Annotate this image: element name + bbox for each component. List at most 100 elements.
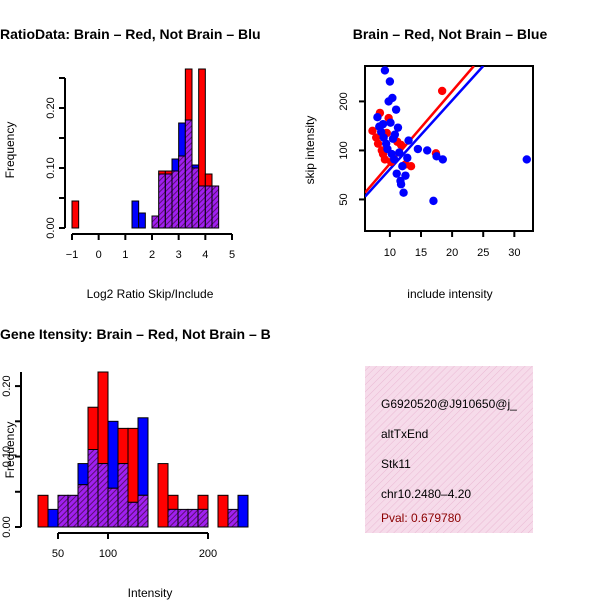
scatter-point-not-brain — [391, 105, 401, 114]
intensity-bar-brain — [167, 494, 179, 510]
ratio-x-tick-label: 2 — [149, 249, 155, 261]
scatter-y-tick-label: 100 — [338, 141, 350, 159]
intensity-bar-brain — [217, 494, 229, 528]
scatter-point-brain — [437, 86, 447, 96]
info-location: chr10.2480–4.20 — [381, 487, 471, 501]
ratio-bar-overlap — [184, 119, 193, 229]
info-panel-background — [365, 366, 533, 533]
ratio-bar-overlap — [204, 185, 213, 229]
intensity-y-tick-label: 0.10 — [1, 446, 13, 467]
ratio-bar-overlap — [151, 215, 160, 229]
intensity-ylabel: Frequency — [3, 422, 17, 479]
intensity-bar-overlap — [97, 463, 109, 528]
scatter-point-brain — [373, 139, 383, 148]
ratio-x-tick-label: −1 — [66, 249, 79, 261]
scatter-point-not-brain — [404, 136, 413, 145]
intensity-bar-not-brain — [77, 463, 89, 486]
scatter-point-brain — [368, 126, 377, 135]
intensity-bar-overlap — [227, 508, 239, 528]
intensity-bar-brain — [127, 427, 139, 503]
info-pval: Pval: 0.679780 — [381, 511, 461, 525]
intensity-x-tick-label: 100 — [99, 548, 117, 560]
scatter-x-tick-label: 15 — [415, 247, 427, 259]
intensity-bar-brain — [97, 371, 109, 465]
ratio-x-tick-label: 1 — [122, 249, 128, 261]
scatter-point-not-brain — [395, 148, 404, 157]
intensity-bar-overlap — [87, 449, 99, 528]
ratio-ylabel: Frequency — [3, 122, 17, 179]
info-gene-symbol: Stk11 — [381, 457, 411, 471]
intensity-histogram-title: Gene Itensity: Brain – Red, Not Brain – … — [0, 326, 271, 342]
scatter-point-not-brain — [390, 130, 400, 139]
ratio-bar-brain — [184, 68, 193, 121]
scatter-point-brain — [396, 140, 406, 150]
scatter-x-tick-label: 25 — [477, 247, 489, 259]
scatter-title: Brain – Red, Not Brain – Blue — [353, 26, 548, 42]
scatter-frame — [364, 65, 534, 232]
scatter-point-not-brain — [392, 169, 401, 178]
ratio-histogram-title: RatioData: Brain – Red, Not Brain – Blu — [0, 26, 261, 42]
scatter-point-not-brain — [522, 155, 531, 164]
ratio-bar-overlap — [164, 173, 173, 229]
ratio-histogram-bars — [71, 68, 220, 229]
scatter-y-tick-label: 50 — [338, 193, 350, 205]
fit-line-not-brain — [365, 66, 485, 198]
intensity-bar-brain — [157, 463, 169, 528]
scatter-panel: Brain – Red, Not Brain – Blue 10 15 20 25 30… — [303, 26, 547, 301]
intensity-bar-brain — [117, 427, 129, 465]
ratio-bar-brain — [198, 68, 206, 187]
scatter-point-not-brain — [388, 93, 397, 103]
scatter-x-tick-label: 30 — [508, 247, 520, 259]
intensity-bar-overlap — [107, 487, 119, 528]
ratio-bar-overlap — [211, 185, 220, 229]
intensity-bar-overlap — [117, 463, 129, 528]
ratio-x-tick-label: 0 — [96, 249, 102, 261]
ratio-bar-brain — [204, 173, 213, 187]
ratio-bar-not-brain — [131, 200, 140, 229]
scatter-x-tick-label: 10 — [384, 247, 396, 259]
scatter-point-brain — [406, 162, 416, 171]
ratio-bar-overlap — [198, 185, 206, 229]
scatter-xlabel: include intensity — [407, 287, 492, 301]
scatter-point-not-brain — [401, 171, 410, 180]
intensity-bar-overlap — [177, 508, 189, 528]
fit-line-brain — [365, 66, 475, 194]
ratio-bar-overlap — [178, 155, 186, 229]
intensity-histogram-axes: 50 100 200 0.00 0.10 0.20 — [1, 372, 217, 560]
scatter-x-tick-label: 20 — [446, 247, 458, 259]
ratio-bar-not-brain — [138, 212, 146, 229]
scatter-fit-lines — [365, 66, 485, 198]
scatter-point-not-brain — [423, 146, 432, 155]
scatter-y-tick-label: 200 — [338, 92, 350, 110]
ratio-bar-brain — [71, 200, 80, 229]
ratio-x-tick-label: 3 — [176, 249, 182, 261]
intensity-bar-overlap — [167, 508, 179, 528]
scatter-point-not-brain — [378, 119, 388, 129]
intensity-bar-overlap — [127, 501, 139, 528]
intensity-x-tick-label: 200 — [199, 548, 217, 560]
ratio-x-tick-label: 5 — [229, 249, 235, 261]
scatter-point-not-brain — [385, 77, 395, 86]
scatter-points — [368, 66, 531, 206]
info-event-type: altTxEnd — [381, 427, 428, 441]
scatter-point-not-brain — [432, 152, 441, 161]
intensity-bar-overlap — [137, 494, 149, 528]
intensity-bar-brain — [197, 494, 209, 510]
ratio-y-tick-label: 0.20 — [45, 97, 57, 118]
scatter-point-not-brain — [380, 66, 390, 75]
intensity-bar-overlap — [187, 508, 199, 528]
scatter-point-not-brain — [398, 162, 407, 171]
intensity-x-tick-label: 50 — [52, 548, 64, 560]
ratio-y-tick-label: 0.10 — [45, 157, 57, 178]
scatter-point-not-brain — [438, 155, 447, 164]
ratio-bar-not-brain — [178, 122, 186, 157]
intensity-bar-overlap — [77, 484, 89, 528]
ratio-histogram-axes: −1 0 1 2 3 4 5 0.00 0.10 0.20 — [45, 77, 235, 261]
ratio-bar-overlap — [191, 167, 200, 229]
ratio-y-tick-label: 0.00 — [45, 217, 57, 238]
ratio-bar-not-brain — [171, 158, 180, 172]
info-event-id: G6920520@J910650@j_ — [381, 397, 517, 411]
ratio-bar-overlap — [158, 173, 166, 229]
intensity-bar-overlap — [197, 508, 209, 528]
scatter-point-not-brain — [413, 144, 423, 154]
